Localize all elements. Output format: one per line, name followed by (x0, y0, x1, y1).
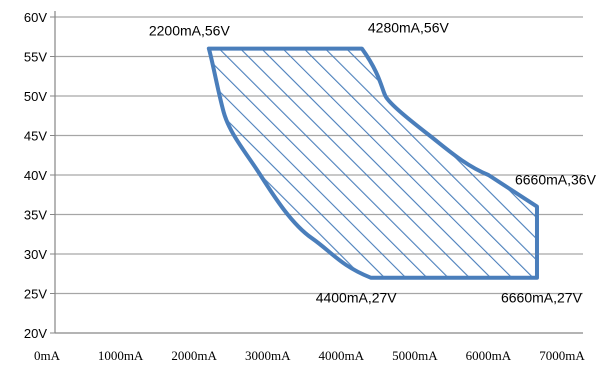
point-annotations: 2200mA,56V 4280mA,56V 6660mA,36V 4400mA,27V… (149, 20, 597, 306)
y-tick-label: 40V (24, 168, 47, 183)
x-tick-label: 6000mA (466, 348, 512, 363)
x-tick-label: 2000mA (171, 348, 217, 363)
x-tick-labels: 0mA 1000mA 2000mA 3000mA 4000mA 5000mA 6000mA 7… (34, 348, 585, 363)
x-tick-label: 4000mA (319, 348, 365, 363)
y-tick-label: 30V (24, 247, 47, 262)
y-tick-label: 20V (24, 326, 47, 341)
y-tick-label: 45V (24, 129, 47, 144)
x-tick-label: 1000mA (98, 348, 144, 363)
region-outline (206, 46, 539, 280)
x-tick-label: 7000mA (539, 348, 585, 363)
y-tick-label: 25V (24, 287, 47, 302)
x-tick-label: 3000mA (245, 348, 291, 363)
y-tick-label: 35V (24, 208, 47, 223)
point-annotation: 4400mA,27V (316, 290, 398, 306)
axes (50, 11, 583, 334)
region-hatch-fill (208, 48, 537, 278)
operating-region (206, 46, 539, 280)
y-tick-labels: 20V 25V 30V 35V 40V 45V 50V 55V 60V (24, 10, 47, 341)
point-annotation: 6660mA,27V (501, 290, 583, 306)
y-tick-label: 50V (24, 89, 47, 104)
point-annotation: 2200mA,56V (149, 23, 231, 39)
point-annotation: 4280mA,56V (368, 20, 450, 36)
y-tick-label: 55V (24, 50, 47, 65)
x-tick-label: 5000mA (392, 348, 438, 363)
y-tick-label: 60V (24, 10, 47, 25)
x-tick-label: 0mA (34, 348, 61, 363)
point-annotation: 6660mA,36V (515, 172, 597, 188)
